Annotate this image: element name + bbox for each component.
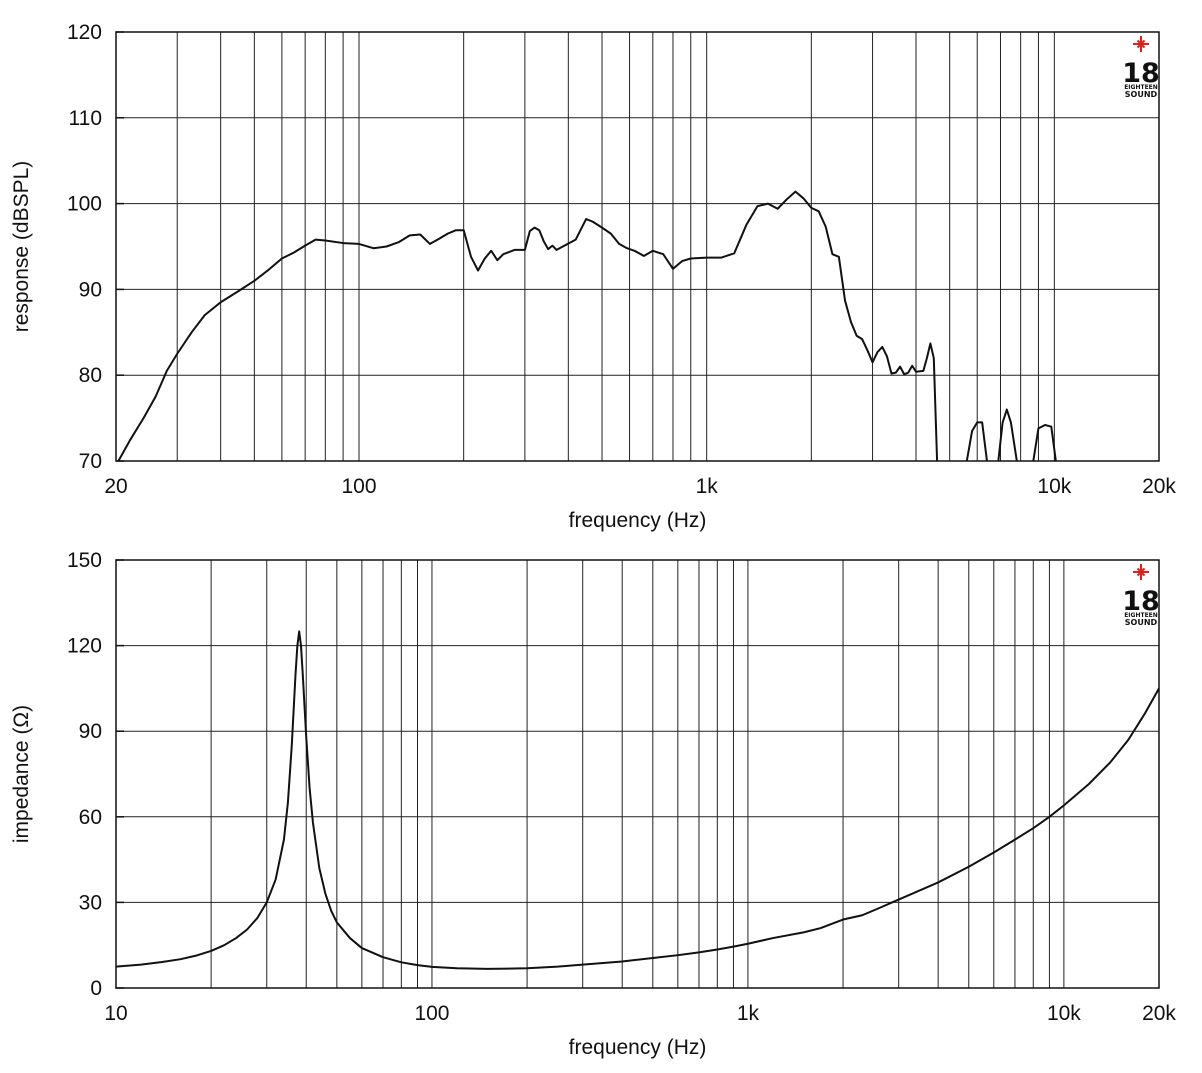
x-tick-label: 1k	[737, 1002, 760, 1025]
x-tick-label: 20k	[1142, 475, 1176, 498]
y-tick-label: 90	[79, 278, 102, 301]
y-tick-label: 120	[67, 635, 102, 658]
y-tick-label: 120	[67, 21, 102, 44]
y-tick-label: 60	[79, 806, 102, 829]
y-tick-label: 70	[79, 450, 102, 473]
logo-line2: SOUND	[1125, 618, 1158, 627]
series-line	[1032, 423, 1057, 461]
series-line	[965, 421, 988, 461]
y-tick-label: 90	[79, 720, 102, 743]
logo-line1: EIGHTEEN	[1124, 612, 1158, 619]
logo-line2: SOUND	[1125, 90, 1158, 99]
logo-number: 18	[1122, 58, 1160, 89]
x-axis-title: frequency (Hz)	[569, 1036, 707, 1059]
x-tick-label: 100	[414, 1002, 449, 1025]
chart-2: 0 30 60 90 120 150 10 100 1k 10k 20k frequency (Hz)…	[10, 549, 1176, 1059]
logo-number: 18	[1122, 586, 1160, 617]
series-line	[117, 190, 939, 461]
y-tick-label: 0	[90, 977, 102, 1000]
y-axis-title: response (dBSPL)	[10, 161, 33, 333]
x-tick-label: 1k	[696, 475, 719, 498]
chart-1: 70 80 90 100 110 120 20 100 1k 10k 20k frequency (H…	[10, 21, 1176, 532]
series-line	[116, 630, 1159, 970]
x-tick-label: 10	[104, 1002, 127, 1025]
logo-line1: EIGHTEEN	[1124, 84, 1158, 91]
x-tick-label: 100	[341, 475, 376, 498]
plot-frame	[115, 559, 1160, 989]
star-icon	[1133, 564, 1149, 580]
x-axis-title: frequency (Hz)	[569, 509, 707, 532]
y-tick-label: 150	[67, 549, 102, 572]
y-axis-title: impedance (Ω)	[10, 705, 33, 843]
x-tick-label: 20	[104, 475, 127, 498]
x-tick-label: 10k	[1047, 1002, 1081, 1025]
x-tick-label: 20k	[1142, 1002, 1176, 1025]
y-tick-label: 80	[79, 364, 102, 387]
series-line	[997, 408, 1018, 461]
y-tick-label: 30	[79, 891, 102, 914]
star-icon	[1133, 36, 1149, 52]
y-tick-label: 100	[67, 193, 102, 216]
plot-frame	[115, 31, 1160, 462]
x-tick-label: 10k	[1037, 475, 1071, 498]
y-tick-label: 110	[69, 107, 102, 130]
